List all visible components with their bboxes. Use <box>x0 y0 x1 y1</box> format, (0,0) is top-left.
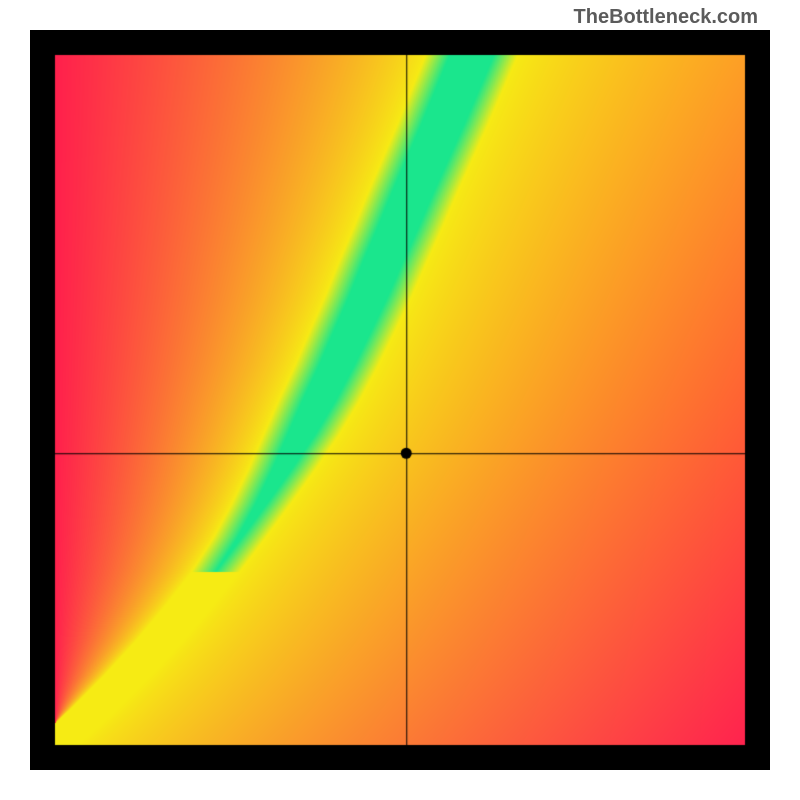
attribution-text: TheBottleneck.com <box>574 6 758 29</box>
chart-container: TheBottleneck.com <box>0 0 800 800</box>
heatmap-canvas <box>30 30 770 770</box>
